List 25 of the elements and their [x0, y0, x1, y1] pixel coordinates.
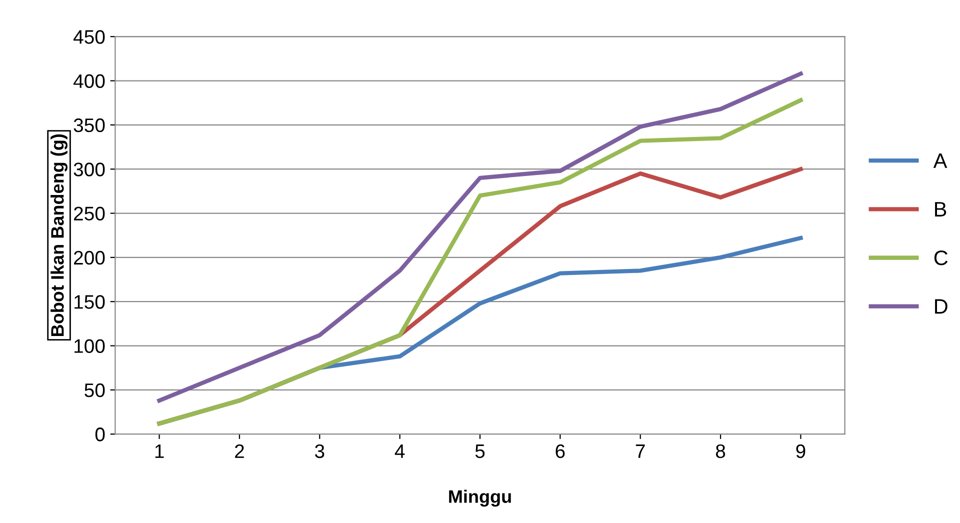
x-tick-label: 4	[394, 444, 405, 458]
y-tick-label: 400	[73, 74, 105, 88]
y-tick-label: 450	[73, 30, 105, 44]
y-tick-label: 100	[74, 339, 105, 353]
legend-label: A	[933, 154, 948, 168]
x-tick-label: 9	[796, 444, 806, 458]
x-tick-label: 8	[716, 444, 726, 458]
x-tick-label: 2	[235, 444, 244, 458]
x-tick-label: 6	[556, 444, 565, 458]
x-tick-label: 7	[636, 444, 645, 458]
y-tick-label: 300	[74, 162, 105, 176]
y-tick-label: 200	[74, 250, 105, 265]
y-axis-title: Bobot Ikan Bandeng (g)	[50, 134, 68, 336]
legend-label: B	[935, 202, 946, 216]
x-tick-label: 3	[314, 444, 324, 458]
y-tick-label: 250	[74, 206, 105, 221]
x-tick-label: 5	[475, 444, 485, 458]
legend-label: C	[934, 250, 948, 266]
x-tick-label: 1	[155, 444, 164, 458]
y-tick-label: 0	[95, 428, 105, 442]
y-tick-label: 150	[74, 295, 105, 309]
y-tick-label: 350	[74, 118, 105, 132]
legend-label: D	[935, 299, 948, 314]
x-axis-title: Minggu	[449, 490, 511, 507]
y-tick-label: 50	[84, 383, 105, 398]
